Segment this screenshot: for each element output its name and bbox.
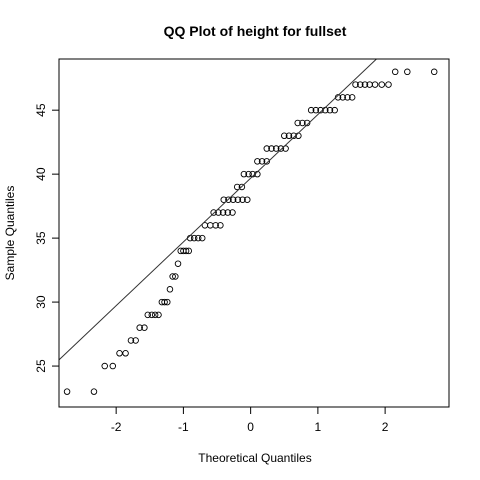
data-point <box>190 234 198 242</box>
data-point <box>245 170 252 178</box>
data-point <box>141 324 148 331</box>
data-point <box>238 183 246 191</box>
y-tick-label: 40 <box>34 167 48 181</box>
data-point <box>116 350 123 357</box>
data-point <box>212 222 219 229</box>
data-point <box>233 183 241 191</box>
data-point <box>326 106 334 114</box>
data-point <box>194 234 202 242</box>
data-point <box>312 106 320 114</box>
data-point <box>339 94 347 101</box>
data-point <box>234 196 242 203</box>
data-point <box>132 337 139 344</box>
y-axis: 25 30 35 40 45 <box>34 103 59 373</box>
data-point <box>268 145 275 152</box>
data-point <box>285 132 293 140</box>
data-point <box>90 388 98 395</box>
y-tick-label: 45 <box>34 103 48 117</box>
data-point <box>254 158 261 165</box>
y-tick-label: 35 <box>34 231 48 245</box>
x-axis: -2 -1 0 1 2 <box>111 407 389 434</box>
data-point <box>229 209 236 216</box>
data-point <box>144 311 152 319</box>
data-point <box>344 94 351 101</box>
data-point <box>172 273 179 280</box>
data-point <box>219 209 227 216</box>
plot-frame <box>58 58 450 408</box>
data-point <box>258 158 266 165</box>
data-point <box>303 119 311 127</box>
data-point <box>361 81 369 88</box>
x-tick-label: 1 <box>315 420 322 434</box>
data-point <box>404 68 411 76</box>
data-point <box>136 324 143 331</box>
data-point <box>224 209 232 216</box>
x-tick-label: 2 <box>382 420 389 434</box>
data-point <box>161 298 168 306</box>
data-point <box>155 311 162 319</box>
data-point <box>352 81 359 88</box>
data-point <box>127 337 135 344</box>
data-point <box>210 209 217 216</box>
points-layer <box>63 68 438 395</box>
data-point <box>240 170 248 178</box>
data-point <box>63 388 71 395</box>
x-tick-label: 0 <box>247 420 254 434</box>
data-point <box>277 145 285 152</box>
y-axis-label: Sample Quantiles <box>3 186 17 281</box>
reference-line <box>58 58 377 361</box>
data-point <box>356 81 364 88</box>
data-point <box>391 68 399 76</box>
data-point <box>294 119 301 127</box>
data-point <box>371 81 379 88</box>
data-point <box>217 222 224 229</box>
data-point <box>290 132 297 140</box>
y-tick-label: 25 <box>34 359 48 373</box>
data-point <box>299 119 306 127</box>
data-point <box>263 158 271 165</box>
data-point <box>331 106 338 114</box>
data-point <box>174 260 182 267</box>
x-tick-label: -1 <box>178 420 189 434</box>
data-point <box>164 298 171 306</box>
data-point <box>151 311 159 319</box>
data-point <box>148 311 156 319</box>
data-point <box>229 196 237 203</box>
data-point <box>182 247 190 255</box>
y-tick-label: 30 <box>34 295 48 309</box>
data-point <box>317 106 324 114</box>
data-point <box>220 196 227 203</box>
data-point <box>378 81 386 88</box>
data-point <box>239 196 246 203</box>
chart-title: QQ Plot of height for fullset <box>164 23 347 39</box>
data-point <box>263 145 271 152</box>
data-point <box>122 350 129 357</box>
data-point <box>166 286 174 293</box>
data-point <box>198 234 206 242</box>
x-axis-label: Theoretical Quantiles <box>198 451 311 465</box>
data-point <box>225 196 232 203</box>
data-point <box>215 209 222 216</box>
data-point <box>385 81 392 88</box>
data-point <box>244 196 251 203</box>
data-point <box>169 273 176 280</box>
data-point <box>348 94 356 101</box>
data-point <box>430 68 438 76</box>
data-point <box>281 132 288 140</box>
data-point <box>272 145 280 152</box>
data-point <box>185 247 193 255</box>
x-tick-label: -2 <box>111 420 122 434</box>
data-point <box>307 106 315 114</box>
data-point <box>101 362 108 370</box>
data-point <box>109 362 117 370</box>
